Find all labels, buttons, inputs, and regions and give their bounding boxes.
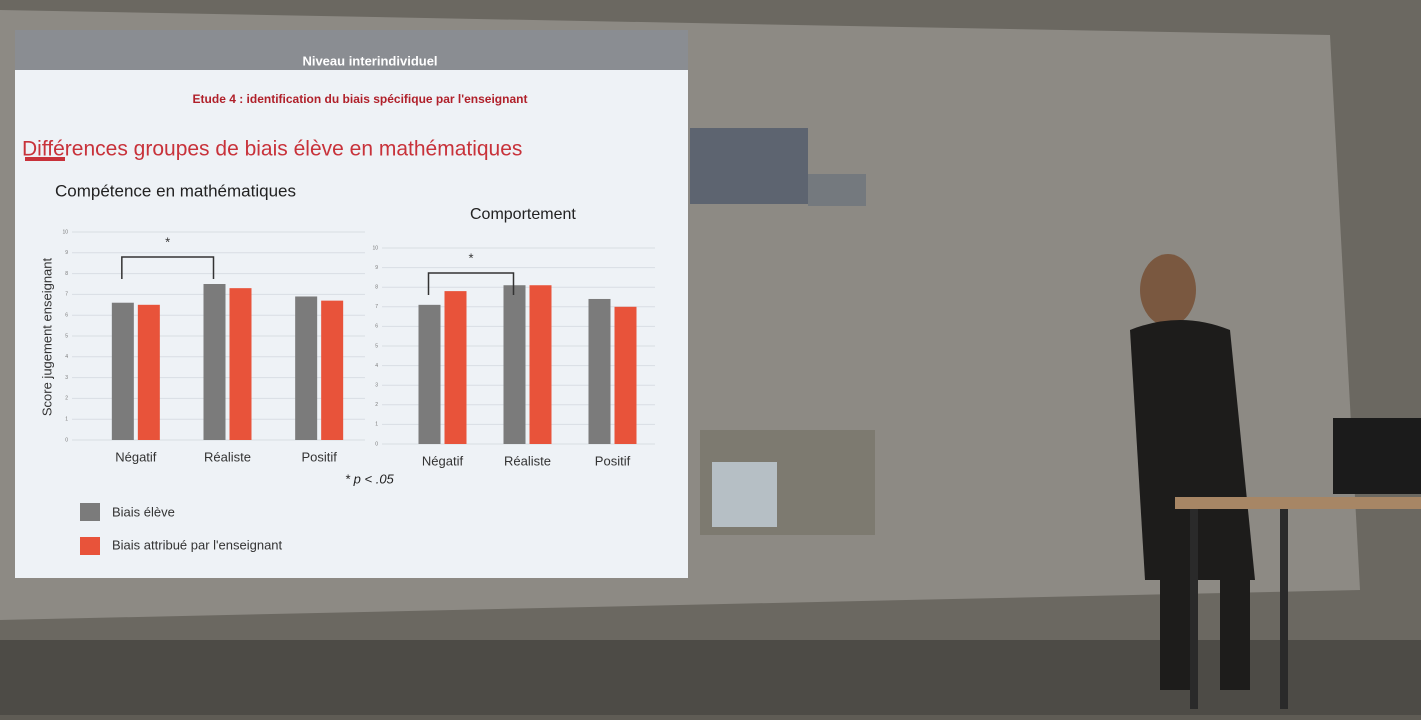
video-thumb xyxy=(690,128,808,204)
table-leg xyxy=(1280,509,1288,709)
bar xyxy=(230,288,252,440)
slide-heading: Différences groupes de biais élève en ma… xyxy=(22,138,522,161)
floor xyxy=(0,640,1421,715)
y-tick-label: 10 xyxy=(62,229,68,235)
bar xyxy=(321,301,343,440)
study-text: Etude 4 : identification du biais spécif… xyxy=(193,92,528,106)
legend-swatch xyxy=(80,503,100,521)
bar xyxy=(589,299,611,444)
y-tick-label: 1 xyxy=(375,422,378,428)
video-thumb xyxy=(808,174,866,206)
y-axis-label: Score jugement enseignant xyxy=(39,257,54,416)
y-tick-label: 10 xyxy=(372,245,378,251)
x-tick-label: Positif xyxy=(595,453,631,468)
x-tick-label: Réaliste xyxy=(204,449,251,464)
legend-label: Biais attribué par l'enseignant xyxy=(112,537,283,552)
significance-mark: * xyxy=(165,234,170,249)
y-tick-label: 4 xyxy=(65,354,68,360)
y-tick-label: 0 xyxy=(375,441,378,447)
scene: Niveau interindividuel Etude 4 : identif… xyxy=(0,0,1421,715)
x-tick-label: Réaliste xyxy=(504,453,551,468)
y-tick-label: 3 xyxy=(375,383,378,389)
y-tick-label: 9 xyxy=(65,250,68,256)
bar xyxy=(112,303,134,440)
person-legs xyxy=(1220,580,1250,690)
y-tick-label: 2 xyxy=(375,402,378,408)
y-tick-label: 8 xyxy=(375,285,378,291)
bar xyxy=(504,285,526,444)
y-tick-label: 4 xyxy=(375,363,378,369)
x-tick-label: Négatif xyxy=(115,449,157,464)
person-head xyxy=(1140,254,1196,326)
y-tick-label: 9 xyxy=(375,265,378,271)
bar xyxy=(138,305,160,440)
y-tick-label: 0 xyxy=(65,437,68,443)
bar xyxy=(445,291,467,444)
y-tick-label: 6 xyxy=(375,324,378,330)
table-leg xyxy=(1190,509,1198,709)
y-tick-label: 6 xyxy=(65,313,68,319)
y-tick-label: 2 xyxy=(65,396,68,402)
x-tick-label: Positif xyxy=(301,449,337,464)
y-tick-label: 7 xyxy=(375,304,378,310)
bar xyxy=(530,285,552,444)
heading-underline xyxy=(25,157,65,161)
page: Niveau interindividuel Etude 4 : identif… xyxy=(0,0,1421,715)
y-tick-label: 3 xyxy=(65,375,68,381)
bar xyxy=(419,305,441,444)
banner-text: Niveau interindividuel xyxy=(302,53,437,68)
table xyxy=(1175,497,1421,509)
chart-title: Compétence en mathématiques xyxy=(55,181,296,200)
y-tick-label: 8 xyxy=(65,271,68,277)
y-tick-label: 5 xyxy=(65,333,68,339)
legend-label: Biais élève xyxy=(112,504,175,519)
note: * p < .05 xyxy=(345,471,395,486)
y-tick-label: 1 xyxy=(65,417,68,423)
video-thumb xyxy=(712,462,777,527)
significance-mark: * xyxy=(468,250,473,265)
bar xyxy=(204,284,226,440)
legend-swatch xyxy=(80,537,100,555)
bar xyxy=(295,296,317,440)
y-tick-label: 5 xyxy=(375,343,378,349)
x-tick-label: Négatif xyxy=(422,453,464,468)
person-legs xyxy=(1160,580,1190,690)
laptop xyxy=(1333,418,1421,494)
y-tick-label: 7 xyxy=(65,292,68,298)
bar xyxy=(615,307,637,444)
chart-title: Comportement xyxy=(470,206,576,223)
